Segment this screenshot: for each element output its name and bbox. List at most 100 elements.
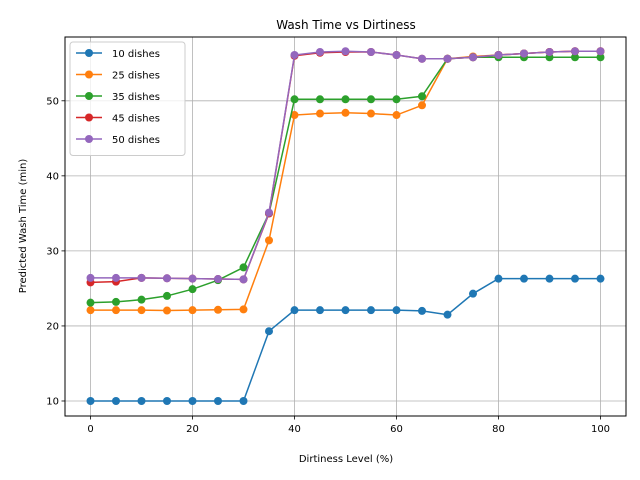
data-point [265, 208, 273, 217]
data-point [137, 273, 146, 282]
data-point [214, 396, 222, 405]
y-tick-label: 20 [46, 321, 59, 332]
data-point [290, 111, 299, 120]
data-point [571, 274, 579, 283]
data-point [163, 396, 171, 405]
x-tick-label: 20 [186, 424, 199, 435]
legend-marker [85, 113, 93, 122]
x-tick-label: 80 [492, 424, 505, 435]
data-point [469, 289, 477, 298]
data-point [596, 47, 605, 56]
data-point [86, 273, 95, 282]
legend-marker [85, 92, 93, 100]
x-axis-ticks: 0 20 40 60 80 100 [87, 416, 610, 435]
legend-marker [85, 49, 93, 57]
x-tick-label: 60 [390, 424, 403, 435]
x-axis-label: Dirtiness Level (%) [299, 454, 393, 465]
data-point [367, 95, 375, 104]
legend-item: 35 dishes [76, 92, 160, 103]
data-point [137, 306, 146, 315]
y-tick-label: 40 [46, 171, 59, 182]
legend-item: 25 dishes [76, 70, 160, 82]
data-point [545, 48, 554, 57]
data-point [265, 236, 273, 245]
series-10-dishes [86, 274, 605, 405]
legend-marker [85, 70, 93, 79]
legend-item: 10 dishes [76, 49, 160, 60]
data-point [418, 54, 426, 63]
data-point [86, 396, 95, 405]
data-point [214, 275, 222, 284]
data-point [520, 49, 528, 58]
legend-item: 50 dishes [76, 135, 160, 146]
data-point [290, 95, 299, 104]
data-point [265, 327, 273, 336]
data-point [392, 306, 401, 315]
data-point [596, 274, 605, 283]
y-axis-ticks: 10 20 30 40 50 [46, 96, 65, 407]
data-point [214, 305, 222, 314]
legend-label: 35 dishes [112, 92, 160, 103]
data-point [494, 274, 503, 283]
data-point [86, 298, 95, 307]
y-tick-label: 10 [46, 396, 59, 407]
data-point [367, 48, 375, 57]
legend-item: 45 dishes [76, 113, 160, 125]
data-point [112, 273, 120, 282]
plot-frame [64, 36, 627, 417]
data-point [520, 274, 528, 283]
data-point [239, 305, 248, 314]
data-point [112, 306, 120, 315]
legend-label: 25 dishes [112, 71, 160, 82]
x-tick-label: 0 [87, 424, 93, 435]
legend-label: 50 dishes [112, 135, 160, 146]
data-point [316, 109, 324, 118]
data-point [392, 111, 401, 120]
data-point [137, 396, 146, 405]
data-point [239, 263, 248, 272]
data-point [443, 310, 452, 319]
y-axis-label: Predicted Wash Time (min) [18, 159, 29, 294]
data-point [112, 396, 120, 405]
data-point [341, 108, 350, 117]
data-point [316, 48, 324, 57]
legend-box [69, 41, 186, 156]
legend: 10 dishes 25 dishes 35 dishes 45 dishes 50 d… [69, 41, 186, 156]
legend-marker [85, 135, 93, 143]
data-point [239, 275, 248, 284]
x-tick-label: 100 [591, 424, 610, 435]
data-point [137, 295, 146, 304]
data-point [367, 306, 375, 315]
series-group [86, 47, 605, 405]
legend-label: 10 dishes [112, 49, 160, 60]
data-point [316, 306, 324, 315]
data-point [596, 53, 605, 62]
data-point [188, 306, 197, 315]
data-point [290, 306, 299, 315]
data-point [571, 53, 579, 62]
data-point [392, 51, 401, 60]
data-point [86, 306, 95, 315]
data-point [188, 396, 197, 405]
data-point [163, 306, 171, 315]
chart-title: Wash Time vs Dirtiness [276, 18, 416, 32]
y-tick-label: 30 [46, 246, 59, 257]
data-point [239, 396, 248, 405]
data-point [392, 95, 401, 104]
y-tick-label: 50 [46, 96, 59, 107]
data-point [341, 47, 350, 56]
data-point [290, 51, 299, 60]
x-tick-label: 40 [288, 424, 301, 435]
data-point [494, 51, 503, 60]
series-50-dishes [86, 47, 605, 284]
legend-label: 45 dishes [112, 114, 160, 125]
data-point [443, 54, 452, 63]
data-point [341, 95, 350, 104]
data-point [316, 95, 324, 104]
data-point [112, 297, 120, 306]
data-point [163, 274, 171, 283]
data-point [188, 285, 197, 294]
data-point [418, 306, 426, 315]
series-35-dishes [86, 53, 605, 307]
